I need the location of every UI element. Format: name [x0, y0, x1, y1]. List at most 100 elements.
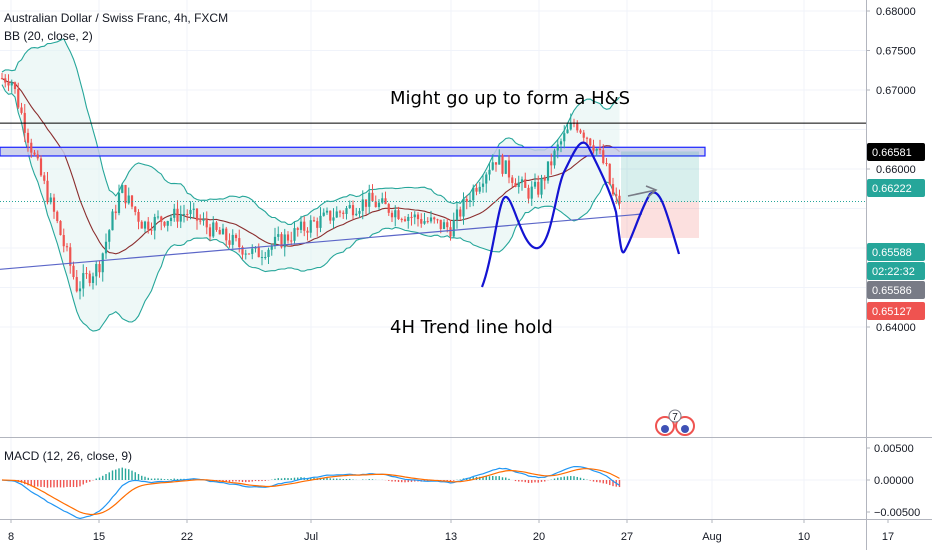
time-tick-label: 10	[798, 531, 810, 543]
candle-body	[569, 122, 572, 130]
candle-body	[345, 208, 348, 214]
price-tick-label: 0.67500	[876, 46, 916, 58]
candle-body	[189, 209, 192, 215]
price-tick-label: 0.66000	[876, 164, 916, 176]
trend-line[interactable]	[0, 213, 643, 270]
macd-axis[interactable]: 0.00500 0.00000 −0.00500	[866, 443, 920, 519]
candle-body	[377, 202, 381, 208]
drawing-layer	[0, 122, 866, 288]
candle-body	[384, 198, 387, 205]
candle-body	[108, 230, 111, 242]
candle-body	[212, 222, 215, 237]
time-tick-label: 27	[621, 531, 633, 543]
candle-body	[114, 211, 117, 214]
candle-body	[309, 220, 312, 233]
candle-body	[481, 183, 485, 187]
hs-projection-path[interactable]	[480, 141, 681, 288]
candle-body	[446, 222, 449, 228]
candle-body	[602, 150, 605, 164]
time-tick-label: 15	[93, 531, 105, 543]
author-badge-icon[interactable]: 7	[655, 409, 695, 436]
candle-body	[533, 181, 537, 187]
candle-body	[585, 137, 589, 139]
time-axis[interactable]: 8 15 22 Jul 13 20 27 Aug 10 17	[8, 519, 894, 543]
price-tag-label: 0.66222	[872, 183, 912, 195]
candle-body	[117, 192, 121, 214]
candle-body	[7, 82, 10, 86]
candle-body	[30, 142, 33, 153]
annotation-trendline[interactable]: 4H Trend line hold	[390, 317, 553, 338]
time-tick-label: 20	[533, 531, 545, 543]
candle-body	[49, 197, 52, 203]
candle-body	[608, 163, 611, 185]
candle-body	[4, 78, 7, 83]
candle-body	[153, 216, 156, 231]
candle-body	[491, 162, 494, 170]
candle-body	[429, 217, 433, 222]
price-tag[interactable]	[867, 143, 925, 161]
bollinger-fill	[2, 38, 620, 332]
candle-body	[150, 229, 153, 231]
candle-body	[290, 240, 293, 242]
candle-body	[338, 211, 342, 213]
price-tag[interactable]	[867, 281, 925, 299]
candle-body	[348, 205, 351, 209]
candle-body	[176, 208, 179, 222]
candle-body	[10, 82, 13, 86]
candle-body	[420, 219, 423, 224]
candle-body	[361, 199, 364, 211]
candle-body	[494, 162, 498, 165]
candle-body	[62, 235, 65, 247]
candle-body	[478, 186, 481, 192]
candle-body	[517, 182, 520, 188]
candle-body	[231, 234, 234, 245]
candle-body	[312, 220, 316, 222]
target-box[interactable]	[621, 151, 699, 202]
bb-lower-line	[1, 84, 621, 332]
candle-body	[17, 89, 20, 108]
candle-body	[26, 132, 30, 143]
symbol-title[interactable]: Australian Dollar / Swiss Franc, 4h, FXC…	[4, 11, 228, 25]
candle-body	[433, 217, 436, 220]
annotation-hs[interactable]: Might go up to form a H&S	[390, 88, 630, 109]
supply-zone-rect[interactable]	[0, 146, 706, 157]
macd-tick-label: −0.00500	[874, 507, 920, 519]
candle-body	[91, 276, 95, 283]
candle-body	[400, 219, 403, 221]
candle-body	[173, 208, 176, 218]
candle-body	[452, 219, 455, 237]
candle-body	[293, 228, 296, 241]
bb-legend[interactable]: BB (20, close, 2)	[4, 29, 93, 43]
candle-body	[306, 230, 309, 233]
candle-body	[322, 212, 325, 216]
candle-body	[520, 179, 524, 183]
candle-body	[65, 246, 69, 248]
price-tag[interactable]	[867, 243, 925, 261]
candle-body	[156, 216, 160, 218]
candle-body	[514, 182, 517, 188]
candle-body	[225, 228, 228, 241]
price-tag[interactable]	[867, 302, 925, 320]
candle-body	[199, 220, 202, 222]
macd-legend[interactable]: MACD (12, 26, close, 9)	[4, 449, 132, 463]
candle-body	[283, 234, 286, 248]
candle-body	[390, 212, 394, 218]
candle-body	[374, 201, 377, 208]
candle-body	[325, 210, 329, 213]
candle-body	[78, 288, 82, 292]
candle-body	[550, 161, 553, 166]
candle-body	[36, 154, 39, 159]
price-tag[interactable]	[867, 262, 925, 280]
candle-body	[472, 187, 475, 201]
price-tag[interactable]	[867, 179, 925, 197]
candle-body	[75, 277, 78, 292]
candle-body	[72, 265, 75, 278]
candle-body	[20, 107, 23, 113]
bb-band-fill	[2, 38, 620, 332]
time-tick-label: 17	[882, 531, 894, 543]
candle-body	[296, 228, 299, 230]
candle-body	[449, 227, 452, 237]
candle-body	[413, 214, 416, 218]
candle-body	[179, 214, 182, 222]
